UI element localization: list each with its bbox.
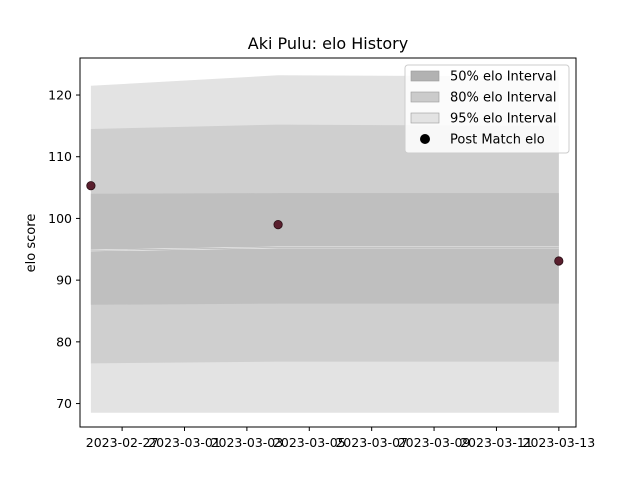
band-2 [90, 193, 559, 305]
y-tick-label: 90 [56, 273, 72, 288]
legend-marker [420, 134, 430, 144]
y-tick-label: 100 [48, 211, 72, 226]
data-point[interactable] [86, 181, 96, 191]
plot-frame [79, 57, 577, 428]
y-tick-label: 80 [56, 334, 72, 349]
legend-label: 95% elo Interval [450, 112, 557, 127]
data-point[interactable] [273, 220, 283, 230]
data-point[interactable] [554, 256, 564, 266]
y-tick-label: 70 [56, 396, 72, 411]
x-tick-label: 2023-03-11 [460, 435, 533, 450]
legend: 50% elo Interval 80% elo Interval 95% elo … [404, 64, 570, 154]
x-tick-label: 2023-03-01 [148, 435, 221, 450]
legend-label: 80% elo Interval [450, 91, 557, 106]
x-tick-label: 2023-03-05 [273, 435, 346, 450]
legend-swatch [410, 112, 440, 124]
x-tick-label: 2023-03-09 [398, 435, 471, 450]
y-tick-label: 110 [48, 149, 72, 164]
legend-swatch [410, 70, 440, 82]
legend-swatch [410, 91, 440, 103]
x-tick-label: 2023-03-13 [523, 435, 596, 450]
x-tick-label: 2023-02-27 [86, 435, 159, 450]
y-tick-label: 120 [48, 88, 72, 103]
x-tick-label: 2023-03-03 [211, 435, 284, 450]
plot-area: 7080901001101202023-02-272023-03-012023-… [48, 57, 596, 450]
mean-line-core [90, 247, 559, 251]
y-axis-label: elo score [24, 214, 39, 273]
legend-label: Post Match elo [450, 133, 545, 148]
x-tick-label: 2023-03-07 [335, 435, 408, 450]
legend-label: 50% elo Interval [450, 70, 557, 85]
legend-box [404, 64, 570, 154]
chart-title: Aki Pulu: elo History [248, 34, 408, 53]
